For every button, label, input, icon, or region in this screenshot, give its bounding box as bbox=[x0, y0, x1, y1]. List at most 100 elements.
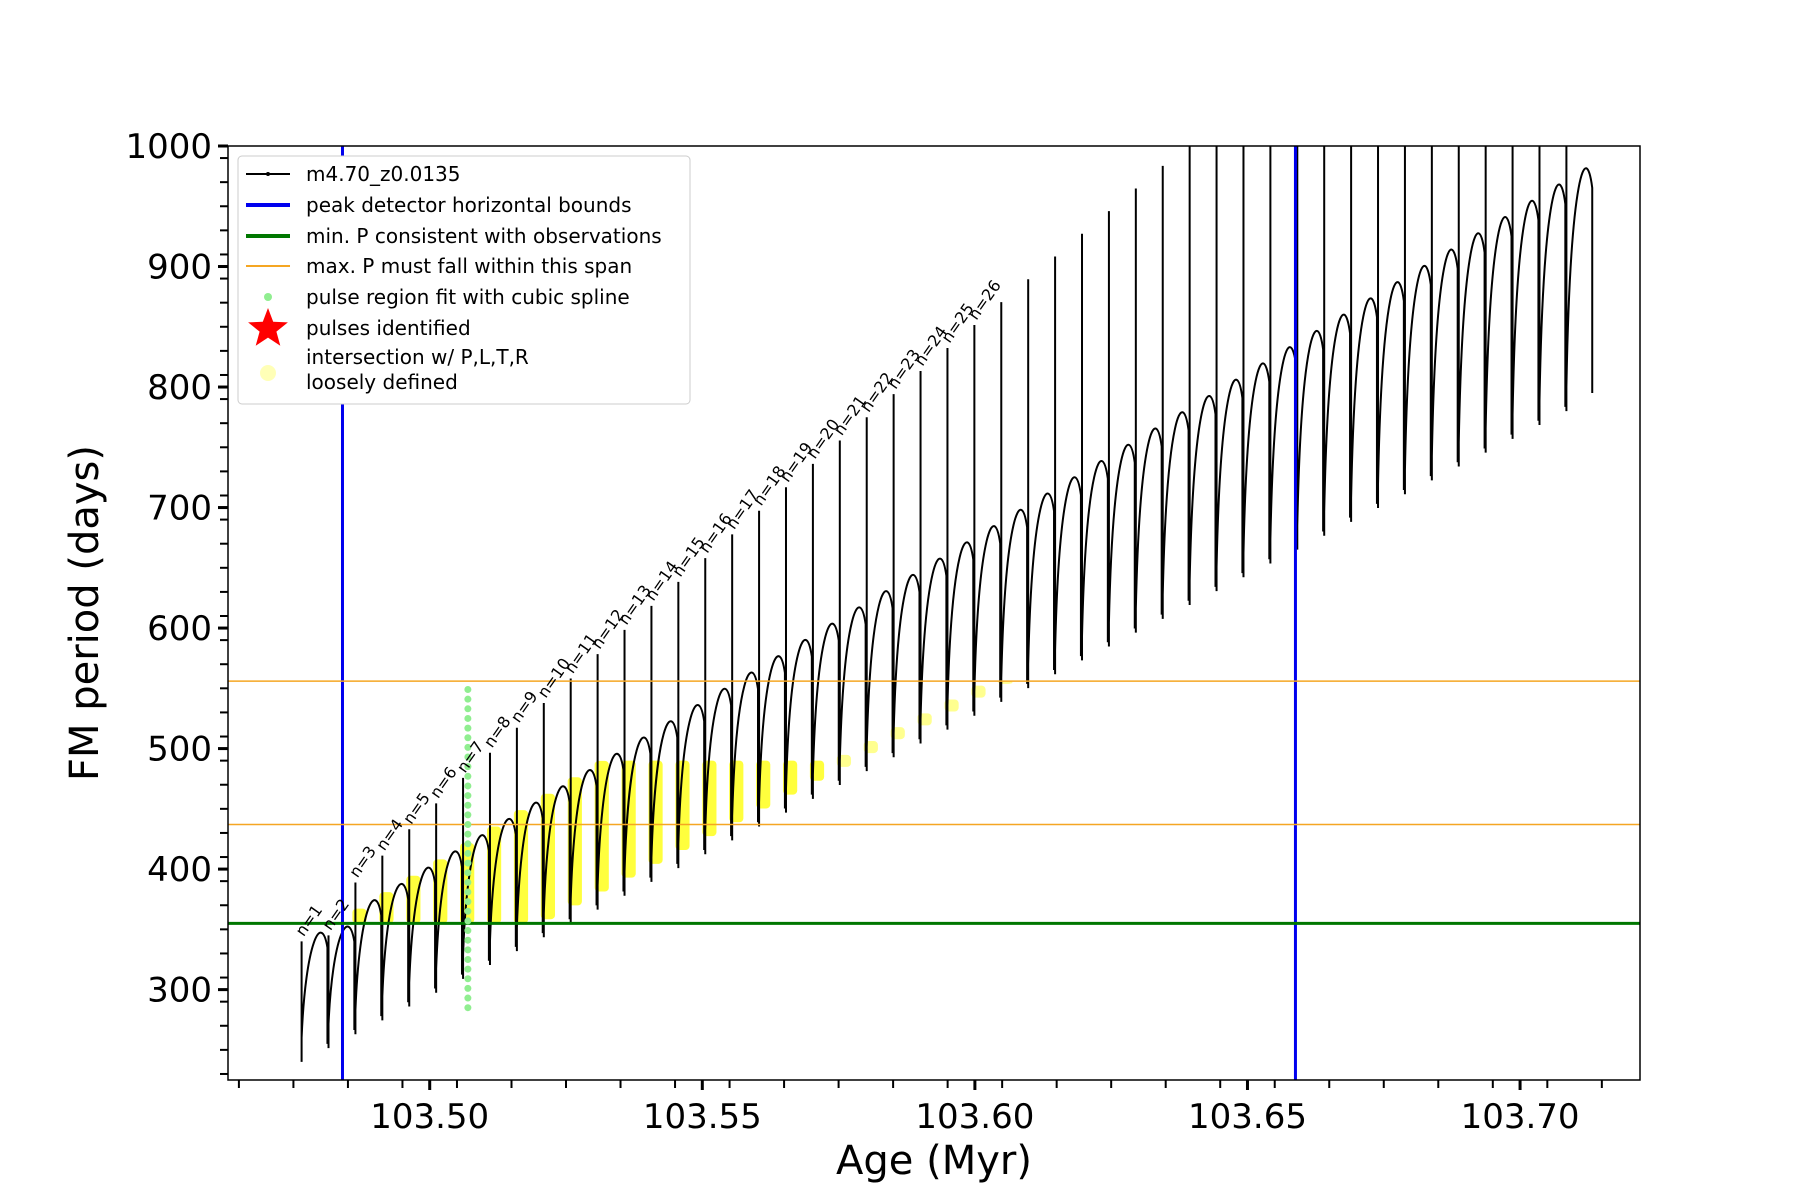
pulse-track bbox=[1565, 146, 1594, 412]
pulse-track bbox=[973, 325, 1002, 716]
spline-point bbox=[464, 946, 472, 954]
pulse-track bbox=[1054, 256, 1082, 675]
spline-point bbox=[464, 888, 472, 896]
legend-label: peak detector horizontal bounds bbox=[306, 193, 632, 217]
y-tick-label: 1000 bbox=[125, 127, 212, 167]
pulse-label: n=3 bbox=[345, 842, 380, 881]
pulse-track bbox=[488, 752, 517, 965]
green-dot-icon bbox=[264, 293, 272, 301]
y-tick-label: 300 bbox=[147, 971, 212, 1011]
pulse-track bbox=[1538, 146, 1567, 425]
spline-region-layer bbox=[464, 686, 472, 1012]
pulse-track bbox=[892, 394, 921, 758]
spline-point bbox=[464, 965, 472, 973]
x-axis: 103.50 103.55 103.60 103.65 103.70 bbox=[237, 1080, 1603, 1137]
spline-point bbox=[464, 753, 472, 761]
spline-point bbox=[464, 724, 472, 732]
spline-point bbox=[464, 907, 472, 915]
pulse-track bbox=[1430, 146, 1459, 481]
pulse-track bbox=[1457, 146, 1486, 467]
pulse-track bbox=[946, 347, 975, 730]
spline-point bbox=[464, 984, 472, 992]
legend-item-pulses: pulses identified bbox=[248, 308, 471, 346]
legend-item-min-p: min. P consistent with observations bbox=[246, 224, 662, 248]
pulse-track bbox=[623, 629, 652, 896]
spline-point bbox=[464, 859, 472, 867]
pulse-track bbox=[1511, 146, 1540, 439]
pulse-label: n=26 bbox=[964, 276, 1005, 323]
pulse-track bbox=[650, 605, 679, 882]
legend-box bbox=[237, 155, 691, 405]
y-axis-label: FM period (days) bbox=[62, 445, 108, 781]
legend-label: min. P consistent with observations bbox=[306, 224, 662, 248]
spline-point bbox=[464, 734, 472, 742]
pulse-track bbox=[811, 463, 840, 799]
pulse-track bbox=[1107, 211, 1136, 647]
spline-point bbox=[464, 849, 472, 857]
spline-point bbox=[464, 821, 472, 829]
intersection-layer bbox=[352, 681, 1013, 924]
pulse-track bbox=[408, 829, 437, 1007]
spline-point bbox=[464, 695, 472, 703]
x-tick-label: 103.60 bbox=[915, 1097, 1034, 1137]
pulse-track bbox=[1000, 302, 1029, 702]
y-axis: 300 400 500 600 700 800 900 1000 bbox=[125, 127, 228, 1075]
pulse-track bbox=[784, 487, 813, 813]
red-star-icon bbox=[248, 308, 288, 346]
legend-item-model: m4.70_z0.0135 bbox=[246, 162, 461, 186]
pulse-track bbox=[1242, 146, 1271, 578]
pulse-track bbox=[354, 882, 383, 1035]
y-tick-label: 400 bbox=[147, 850, 212, 890]
pulse-track bbox=[1350, 146, 1378, 522]
pulse-label: n=4 bbox=[372, 815, 407, 854]
spline-point bbox=[464, 686, 472, 694]
pulse-label: n=6 bbox=[426, 763, 461, 802]
pulse-track bbox=[1269, 146, 1298, 564]
pulse-track bbox=[381, 855, 410, 1021]
spline-point bbox=[464, 840, 472, 848]
spline-point bbox=[464, 743, 472, 751]
spline-point bbox=[464, 1004, 472, 1012]
pulse-track bbox=[704, 558, 733, 855]
legend-label: max. P must fall within this span bbox=[306, 254, 632, 278]
yellow-dot-icon bbox=[260, 365, 276, 381]
x-tick-label: 103.55 bbox=[643, 1097, 762, 1137]
pulse-track bbox=[435, 803, 463, 993]
spline-point bbox=[464, 705, 472, 713]
pulse-track bbox=[1081, 233, 1109, 661]
legend-label: pulse region fit with cubic spline bbox=[306, 285, 630, 309]
pulse-track bbox=[515, 727, 544, 952]
legend-label: intersection w/ P,L,T,R bbox=[306, 345, 529, 369]
spline-point bbox=[464, 955, 472, 963]
pulse-track bbox=[919, 370, 948, 744]
spline-point bbox=[464, 782, 472, 790]
spline-point bbox=[464, 878, 472, 886]
legend-label: pulses identified bbox=[306, 316, 471, 340]
y-tick-label: 800 bbox=[147, 368, 212, 408]
spline-point bbox=[464, 898, 472, 906]
pulse-track bbox=[1484, 146, 1513, 453]
y-tick-label: 900 bbox=[147, 248, 212, 288]
spline-point bbox=[464, 936, 472, 944]
legend-item-max-p: max. P must fall within this span bbox=[246, 254, 632, 278]
x-axis-label: Age (Myr) bbox=[836, 1138, 1032, 1184]
x-tick-label: 103.65 bbox=[1188, 1097, 1307, 1137]
pulse-track bbox=[1403, 146, 1432, 495]
legend-label: m4.70_z0.0135 bbox=[306, 162, 461, 186]
pulse-track bbox=[1161, 165, 1190, 619]
pulse-track bbox=[569, 678, 598, 924]
pulse-track bbox=[838, 440, 867, 785]
y-tick-label: 600 bbox=[147, 609, 212, 649]
pulse-track bbox=[462, 777, 490, 979]
pulse-track bbox=[677, 581, 706, 869]
x-tick-label: 103.70 bbox=[1461, 1097, 1580, 1137]
pulse-track bbox=[1188, 146, 1217, 605]
pulse-label: n=2 bbox=[318, 895, 353, 934]
spline-point bbox=[464, 975, 472, 983]
pulse-track bbox=[1027, 279, 1056, 689]
legend-item-spline: pulse region fit with cubic spline bbox=[264, 285, 630, 309]
x-tick-label: 103.50 bbox=[370, 1097, 489, 1137]
plot-frame bbox=[227, 145, 1641, 1081]
legend-label: loosely defined bbox=[306, 370, 458, 394]
pulse-track bbox=[1296, 146, 1325, 550]
